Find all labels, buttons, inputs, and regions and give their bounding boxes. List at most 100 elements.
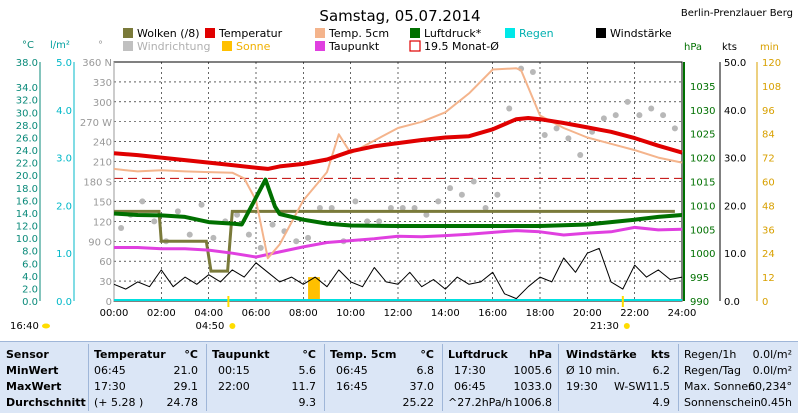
hpa-tick-label: 1035 — [690, 82, 715, 93]
hpa-tick-label: 1005 — [690, 225, 715, 236]
legend-swatch — [123, 41, 133, 51]
hpa-tick-label: 1010 — [690, 201, 715, 212]
direction-tick-label: 300 — [93, 98, 112, 109]
wind-direction-point — [139, 198, 146, 205]
legend-label: Temperatur — [218, 27, 283, 40]
chart-series — [113, 65, 683, 301]
celsius-tick-label: 14.0 — [16, 209, 38, 220]
legend-label: Regen — [519, 27, 554, 40]
sunset-icon — [623, 323, 630, 329]
time-tick-label: 04:00 — [194, 308, 223, 319]
wind-direction-point — [541, 132, 548, 139]
wind-direction-point — [411, 205, 418, 212]
legend-swatch — [409, 40, 421, 52]
direction-tick-label: 120 — [93, 217, 112, 228]
wind-direction-point — [447, 185, 454, 192]
sunshine-bar — [308, 277, 320, 301]
time-tick-label: 22:00 — [620, 308, 649, 319]
legend-swatch — [222, 41, 232, 51]
direction-tick-label: 330 — [93, 78, 112, 89]
dew-point-line — [114, 225, 683, 259]
wind-direction-point — [293, 238, 300, 245]
legend-swatch — [315, 28, 325, 38]
minutes-tick-label: 12 — [762, 273, 775, 284]
wind-direction-point — [210, 234, 217, 241]
minutes-tick-label: 96 — [762, 106, 775, 117]
wind-direction-point — [506, 105, 513, 112]
weather-chart: Samstag, 05.07.2014 Berlin-Prenzlauer Be… — [10, 7, 793, 332]
kts-unit: kts — [722, 42, 737, 53]
legend-label: Luftdruck* — [424, 27, 482, 40]
minutes-tick-label: 48 — [762, 201, 775, 212]
max-row-label: MaxWert — [6, 380, 62, 393]
wind-direction-point — [470, 178, 477, 185]
celsius-tick-label: 22.0 — [16, 159, 38, 170]
celsius-unit: °C — [22, 40, 34, 51]
legend-swatch — [596, 28, 606, 38]
minutes-tick-label: 72 — [762, 154, 775, 165]
kts-tick-label: 20.0 — [724, 201, 746, 212]
chart-grid: 00:00 02:00 04:00 06:00 08:00 10:00 12:00 14:00… — [100, 61, 696, 319]
hpa-tick-label: 1015 — [690, 178, 715, 189]
celsius-tick-label: 28.0 — [16, 121, 38, 132]
celsius-tick-label: 16.0 — [16, 196, 38, 207]
celsius-tick-label: 4.0 — [22, 272, 38, 283]
kts-tick-label: 50.0 — [724, 58, 746, 69]
hpa-tick-label: 1025 — [690, 130, 715, 141]
wind-direction-point — [399, 205, 406, 212]
wind-direction-point — [612, 112, 619, 119]
legend-label: Windstärke — [610, 27, 672, 40]
direction-tick-label: 30 — [99, 277, 112, 288]
time-tick-label: 10:00 — [336, 308, 365, 319]
wind-direction-point — [269, 221, 276, 228]
time-tick-label: 06:00 — [242, 308, 271, 319]
rain-sun-summary: Regen/1h 0.0l/m² Regen/Tag 0.0l/m² Max. … — [684, 348, 792, 409]
legend-swatch — [505, 28, 515, 38]
wind-direction-point — [186, 231, 193, 238]
legend-swatch — [315, 41, 325, 51]
direction-tick-label: 240 — [93, 138, 112, 149]
dew-summary: Taupunkt °C 00:15 5.6 22:00 11.7 9.3 — [212, 348, 316, 409]
wind-direction-point — [624, 98, 631, 105]
wind-summary: Windstärke kts Ø 10 min. 6.2 19:30 W-SW … — [566, 348, 670, 409]
celsius-tick-label: 20.0 — [16, 171, 38, 182]
time-tick-label: 08:00 — [289, 308, 318, 319]
celsius-tick-label: 8.0 — [22, 247, 38, 258]
celsius-tick-label: 34.0 — [16, 83, 38, 94]
wind-direction-point — [118, 224, 125, 231]
wind-direction-point — [435, 198, 442, 205]
wind-direction-point — [198, 201, 205, 208]
chart-title: Samstag, 05.07.2014 — [319, 7, 480, 25]
ground-temp-line — [113, 67, 683, 260]
wind-direction-point — [316, 205, 323, 212]
t5-summary: Temp. 5cm °C 06:45 6.8 16:45 37.0 25.22 — [330, 348, 434, 409]
direction-tick-label: 90 O — [88, 237, 112, 248]
wind-direction-point — [577, 151, 584, 158]
wind-direction-point — [482, 205, 489, 212]
rain-tick-label: 5.0 — [56, 58, 72, 69]
avg-row-label: Durchschnitt — [6, 396, 86, 409]
chart-axes: 38.034.032.030.028.026.024.022.020.018.0… — [16, 58, 781, 308]
celsius-tick-label: 30.0 — [16, 108, 38, 119]
hpa-unit: hPa — [684, 42, 702, 53]
hpa-tick-label: 1000 — [690, 249, 715, 260]
hpa-tick-label: 995 — [690, 273, 709, 284]
sunrise-icon — [229, 323, 236, 329]
kts-tick-label: 0.0 — [724, 297, 740, 308]
wind-direction-point — [553, 125, 560, 132]
celsius-tick-label: 26.0 — [16, 133, 38, 144]
hpa-tick-label: 990 — [690, 297, 709, 308]
wind-direction-point — [376, 218, 383, 225]
rain-tick-label: 1.0 — [56, 249, 72, 260]
legend-swatch — [410, 28, 420, 38]
wind-direction-point — [151, 218, 158, 225]
temperature-line — [113, 116, 683, 171]
wind-direction-point — [600, 115, 607, 122]
legend-label: Temp. 5cm — [328, 27, 389, 40]
direction-tick-label: 360 N — [82, 58, 112, 69]
pressure-summary: Luftdruck hPa 17:30 1005.6 06:45 1033.0 … — [448, 348, 552, 409]
rain-tick-label: 2.0 — [56, 201, 72, 212]
time-tick-label: 02:00 — [147, 308, 176, 319]
legend-swatch — [205, 28, 215, 38]
rain-tick-label: 3.0 — [56, 154, 72, 165]
